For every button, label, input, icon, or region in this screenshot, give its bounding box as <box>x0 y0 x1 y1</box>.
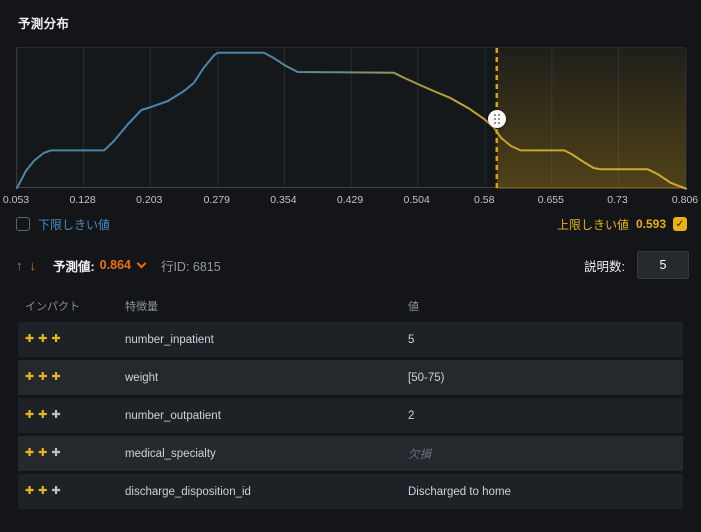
impact-cell: ✚ ✚ ✚ <box>18 410 125 421</box>
feature-value: 2 <box>408 409 415 422</box>
distribution-chart-svg <box>16 48 687 190</box>
x-tick-label: 0.279 <box>203 194 230 206</box>
upper-threshold-value: 0.593 <box>635 217 666 231</box>
impact-column-header: インパクト <box>25 301 80 313</box>
impact-plus-icon: ✚ <box>51 409 61 421</box>
x-tick-label: 0.655 <box>537 194 564 206</box>
upper-threshold-label: 上限しきい値 <box>556 217 629 232</box>
x-tick-label: 0.504 <box>403 194 430 206</box>
table-row: ✚ ✚ ✚ weight [50-75) <box>18 360 683 395</box>
x-tick-label: 0.354 <box>270 194 297 206</box>
impact-plus-icon: ✚ <box>51 447 61 459</box>
threshold-controls: 下限しきい値 上限しきい値 0.593 ✓ <box>16 215 687 233</box>
impact-cell: ✚ ✚ ✚ <box>18 448 125 459</box>
prediction-value: 0.864 <box>99 258 131 272</box>
lower-threshold-control: 下限しきい値 <box>16 216 110 233</box>
explanations-table: インパクト 特徴量 値 ✚ ✚ ✚ number_inpatient 5 ✚ ✚ ✚ weigh… <box>18 292 683 512</box>
feature-value: 5 <box>408 333 415 346</box>
impact-plus-icon: ✚ <box>38 409 48 421</box>
impact-plus-icon: ✚ <box>25 371 35 383</box>
table-row: ✚ ✚ ✚ number_outpatient 2 <box>18 398 683 433</box>
lower-threshold-label: 下限しきい値 <box>38 217 111 232</box>
impact-cell: ✚ ✚ ✚ <box>18 486 125 497</box>
next-prediction-button[interactable]: ↓ <box>29 257 37 273</box>
upper-threshold-handle[interactable] <box>487 109 506 128</box>
impact-plus-icon: ✚ <box>25 485 35 497</box>
x-tick-label: 0.128 <box>69 194 96 206</box>
row-id: 行ID: 6815 <box>160 259 221 274</box>
x-tick-label: 0.053 <box>2 194 30 206</box>
impact-plus-icon: ✚ <box>38 371 48 383</box>
x-tick-label: 0.429 <box>336 194 364 206</box>
feature-column-header: 特徴量 <box>125 301 158 313</box>
x-tick-label: 0.806 <box>671 194 699 206</box>
feature-name: number_inpatient <box>125 333 214 346</box>
explanation-count-label: 説明数: <box>584 259 625 274</box>
feature-name: discharge_disposition_id <box>125 485 251 498</box>
impact-plus-icon: ✚ <box>51 485 61 497</box>
prediction-value-label: 予測値: <box>53 259 95 274</box>
table-row: ✚ ✚ ✚ medical_specialty 欠損 <box>18 436 683 471</box>
upper-threshold-control: 上限しきい値 0.593 ✓ <box>557 216 687 233</box>
prediction-distribution-chart <box>16 47 687 190</box>
explanation-count-input[interactable] <box>637 251 689 279</box>
impact-plus-icon: ✚ <box>25 447 35 459</box>
x-tick-label: 0.203 <box>136 194 163 206</box>
impact-plus-icon: ✚ <box>51 333 61 345</box>
feature-value: [50-75) <box>408 371 445 384</box>
impact-plus-icon: ✚ <box>38 485 48 497</box>
chevron-down-icon[interactable] <box>136 258 147 268</box>
feature-value: 欠損 <box>408 448 431 461</box>
drag-grip-icon <box>493 113 500 124</box>
value-column-header: 値 <box>408 301 419 313</box>
lower-threshold-checkbox[interactable] <box>16 217 30 231</box>
impact-plus-icon: ✚ <box>25 333 35 345</box>
impact-cell: ✚ ✚ ✚ <box>18 334 125 345</box>
explanations-table-body: ✚ ✚ ✚ number_inpatient 5 ✚ ✚ ✚ weight [50-75) ✚ ✚ ✚ n… <box>18 322 683 509</box>
table-row: ✚ ✚ ✚ discharge_disposition_id Discharged to… <box>18 474 683 509</box>
page-title: 予測分布 <box>18 17 70 31</box>
feature-name: medical_specialty <box>125 447 216 460</box>
table-header: インパクト 特徴量 値 <box>18 292 683 320</box>
x-tick-label: 0.58 <box>473 194 495 206</box>
table-row: ✚ ✚ ✚ number_inpatient 5 <box>18 322 683 357</box>
previous-prediction-button[interactable]: ↑ <box>16 257 23 273</box>
x-axis-tick-labels: 0.053 0.128 0.203 0.279 0.354 0.429 0.504 0.58 0… <box>3 194 698 207</box>
impact-plus-icon: ✚ <box>38 447 48 459</box>
impact-plus-icon: ✚ <box>38 333 48 345</box>
x-tick-label: 0.73 <box>607 194 628 206</box>
impact-plus-icon: ✚ <box>51 371 61 383</box>
impact-plus-icon: ✚ <box>25 409 35 421</box>
prediction-row: ↑ ↓ 予測値: 0.864 行ID: 6815 説明数: <box>16 250 689 280</box>
impact-cell: ✚ ✚ ✚ <box>18 372 125 383</box>
upper-threshold-checkbox[interactable]: ✓ <box>673 217 687 231</box>
feature-value: Discharged to home <box>408 485 511 498</box>
feature-name: weight <box>125 371 159 384</box>
feature-name: number_outpatient <box>125 409 221 422</box>
